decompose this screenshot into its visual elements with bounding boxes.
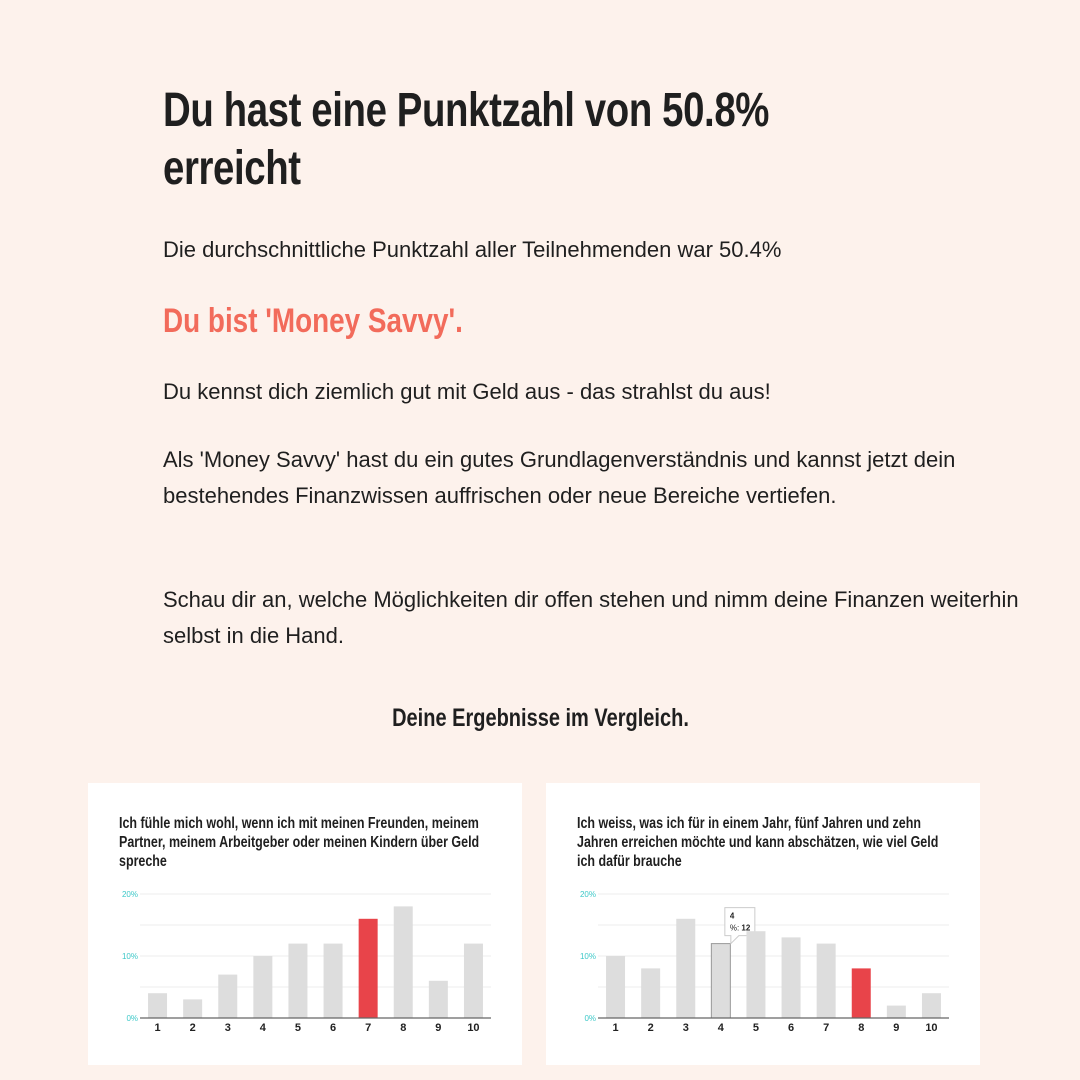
y-tick-label: 0% xyxy=(584,1014,596,1023)
x-tick-label: 7 xyxy=(823,1022,829,1034)
x-tick-label: 8 xyxy=(858,1022,864,1034)
bar-9 xyxy=(428,980,448,1018)
bar-4 xyxy=(253,956,273,1018)
x-tick-label: 1 xyxy=(154,1022,160,1034)
x-tick-label: 2 xyxy=(190,1022,196,1034)
bar-9 xyxy=(886,1005,906,1018)
x-tick-label: 9 xyxy=(893,1022,899,1034)
bar-7 xyxy=(358,918,378,1018)
bar-3 xyxy=(676,918,696,1018)
x-tick-label: 6 xyxy=(330,1022,336,1034)
chart-title: Ich weiss, was ich für in einem Jahr, fü… xyxy=(577,815,939,870)
x-tick-label: 2 xyxy=(648,1022,654,1034)
tooltip-value: %: 12 xyxy=(730,924,751,933)
description-paragraph: Du kennst dich ziemlich gut mit Geld aus… xyxy=(163,379,771,404)
bar-2 xyxy=(183,999,203,1018)
description-paragraph: Als 'Money Savvy' hast du ein gutes Grun… xyxy=(163,447,956,508)
y-tick-label: 10% xyxy=(122,952,138,961)
bar-1 xyxy=(606,956,626,1018)
bar-chart: 0% 10% 20% 1 2 3 4 5 6 7 8 9 10 xyxy=(122,890,491,1034)
average-score-text: Die durchschnittliche Punktzahl aller Te… xyxy=(163,237,782,262)
x-tick-label: 10 xyxy=(467,1022,479,1034)
x-tick-label: 4 xyxy=(260,1022,267,1034)
bar-2 xyxy=(641,968,661,1018)
chart-title: Ich fühle mich wohl, wenn ich mit meinen… xyxy=(119,815,480,870)
bar-chart: 0% 10% 20% 1 2 3 4 4 %: 12 5 6 7 8 9 10 xyxy=(580,890,949,1034)
x-tick-label: 7 xyxy=(365,1022,371,1034)
bar-6 xyxy=(323,943,343,1018)
bar-8 xyxy=(393,906,413,1018)
y-tick-label: 0% xyxy=(126,1014,138,1023)
x-tick-label: 1 xyxy=(612,1022,618,1034)
bar-5 xyxy=(746,931,766,1018)
comparison-heading: Deine Ergebnisse im Vergleich. xyxy=(391,704,689,732)
y-tick-label: 20% xyxy=(580,890,596,899)
bar-3 xyxy=(218,974,238,1018)
x-tick-label: 4 xyxy=(718,1022,725,1034)
bar-6 xyxy=(781,937,801,1018)
chart-card: Ich weiss, was ich für in einem Jahr, fü… xyxy=(546,783,980,1065)
bar-4 xyxy=(710,943,731,1019)
bar-10 xyxy=(463,943,483,1018)
x-tick-label: 5 xyxy=(753,1022,759,1034)
bar-7 xyxy=(816,943,836,1018)
x-tick-label: 9 xyxy=(435,1022,441,1034)
tooltip-category: 4 xyxy=(730,912,735,921)
x-tick-label: 8 xyxy=(400,1022,406,1034)
y-tick-label: 10% xyxy=(580,952,596,961)
bar-5 xyxy=(288,943,308,1018)
result-type-heading: Du bist 'Money Savvy'. xyxy=(163,302,463,340)
bar-10 xyxy=(921,993,941,1018)
x-tick-label: 10 xyxy=(925,1022,937,1034)
x-tick-label: 5 xyxy=(295,1022,301,1034)
description-paragraph: Schau dir an, welche Möglichkeiten dir o… xyxy=(163,587,1019,648)
bar-8 xyxy=(851,968,871,1018)
x-tick-label: 3 xyxy=(225,1022,231,1034)
y-tick-label: 20% xyxy=(122,890,138,899)
chart-card: Ich fühle mich wohl, wenn ich mit meinen… xyxy=(88,783,522,1065)
score-headline: Du hast eine Punktzahl von 50.8% erreich… xyxy=(163,84,770,195)
x-tick-label: 3 xyxy=(683,1022,689,1034)
x-tick-label: 6 xyxy=(788,1022,794,1034)
bar-1 xyxy=(148,993,168,1018)
